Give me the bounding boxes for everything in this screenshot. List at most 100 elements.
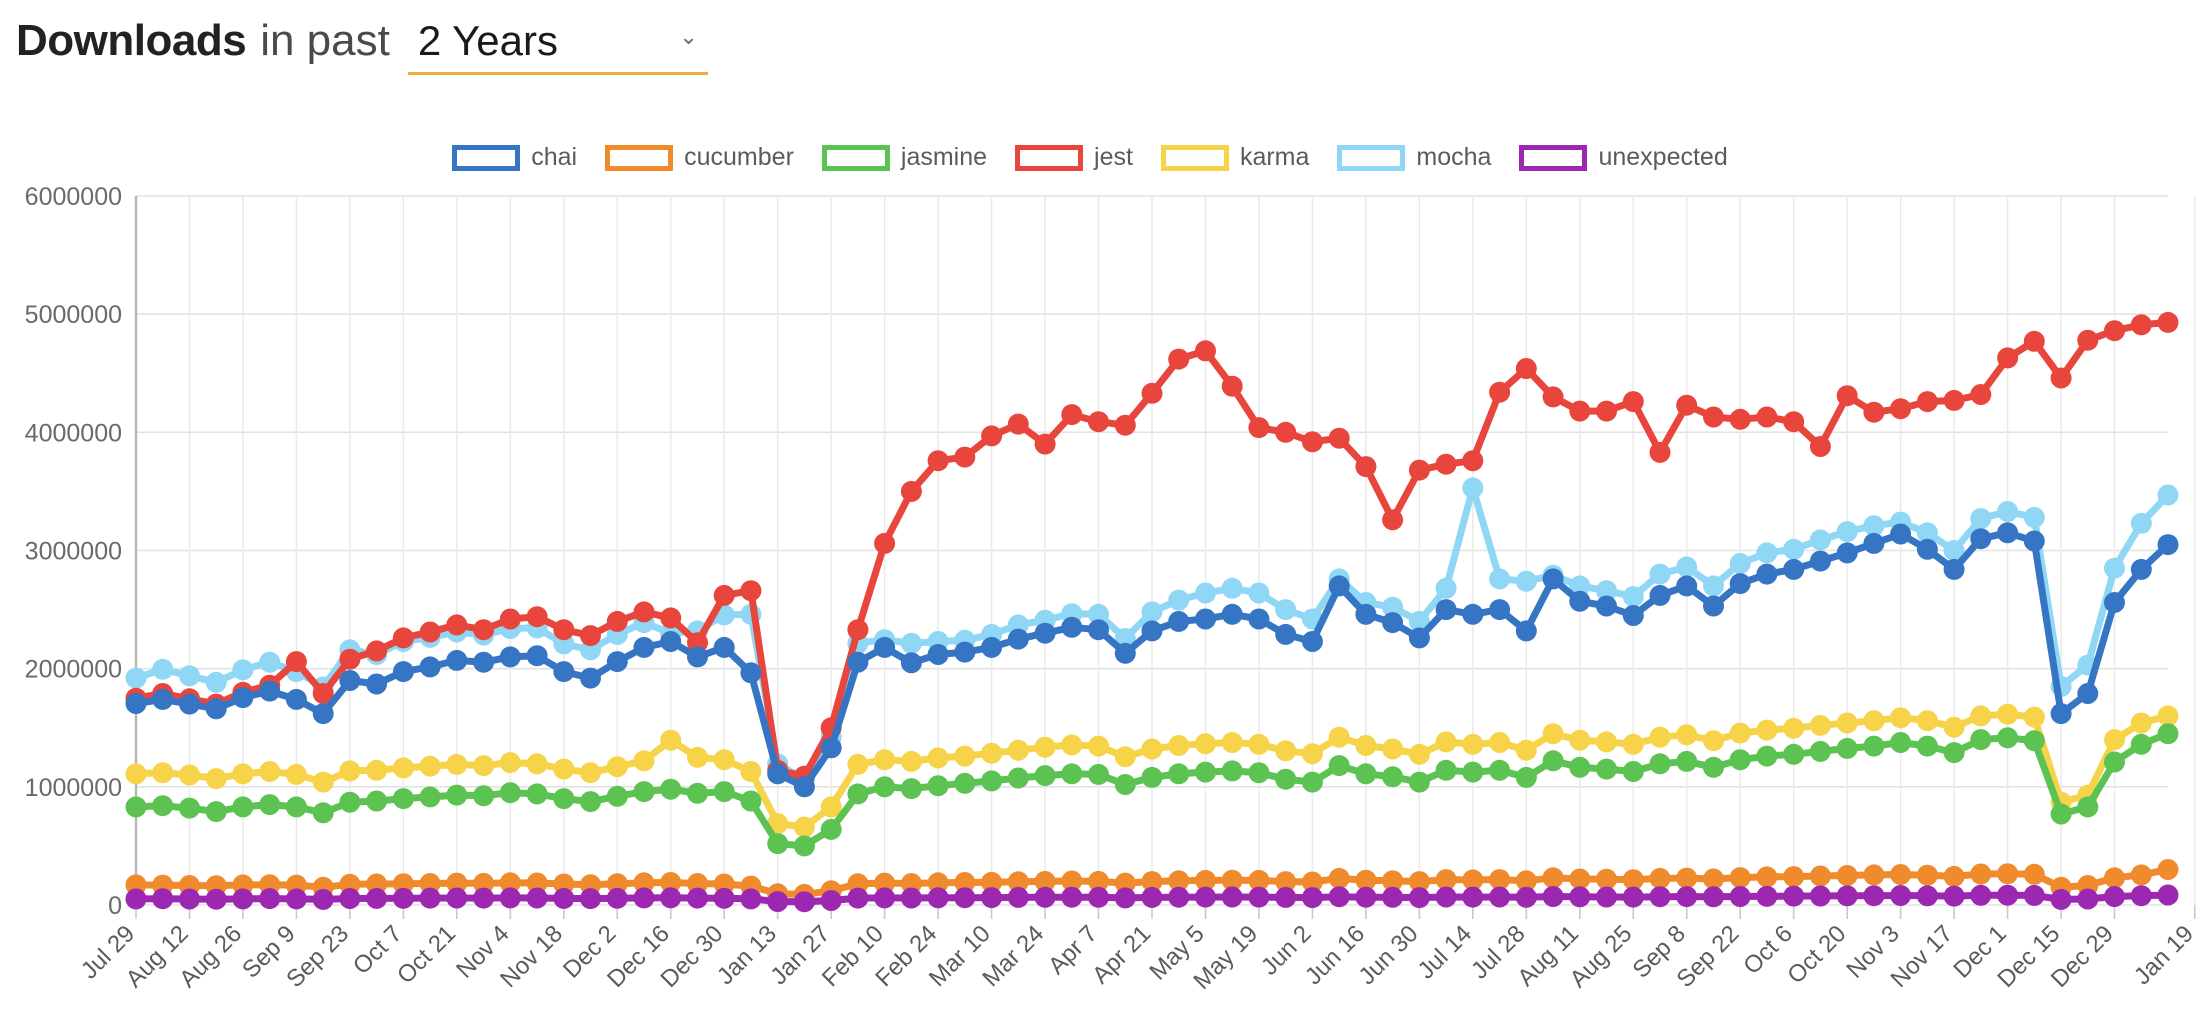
data-point-karma[interactable] <box>339 760 361 782</box>
data-point-karma[interactable] <box>1596 731 1617 753</box>
data-point-cucumber[interactable] <box>1809 865 1831 887</box>
data-point-unexpected[interactable] <box>847 887 869 909</box>
data-point-chai[interactable] <box>2157 534 2179 556</box>
data-point-unexpected[interactable] <box>1435 886 1457 908</box>
data-point-jest[interactable] <box>1970 384 1992 405</box>
data-point-jasmine[interactable] <box>1141 766 1163 788</box>
data-point-jasmine[interactable] <box>1783 743 1805 765</box>
data-point-chai[interactable] <box>1007 628 1029 650</box>
data-point-unexpected[interactable] <box>419 887 441 909</box>
data-point-unexpected[interactable] <box>1355 886 1377 908</box>
data-point-jest[interactable] <box>1997 347 2019 369</box>
data-point-unexpected[interactable] <box>1783 885 1805 907</box>
data-point-chai[interactable] <box>339 670 361 691</box>
data-point-chai[interactable] <box>713 636 735 658</box>
data-point-karma[interactable] <box>1328 726 1350 748</box>
data-point-karma[interactable] <box>713 749 735 771</box>
data-point-unexpected[interactable] <box>285 888 307 910</box>
data-point-karma[interactable] <box>232 763 254 785</box>
data-point-jasmine[interactable] <box>1756 745 1778 767</box>
data-point-karma[interactable] <box>1355 735 1377 756</box>
data-point-unexpected[interactable] <box>1943 885 1965 907</box>
data-point-jest[interactable] <box>1034 433 1056 455</box>
data-point-cucumber[interactable] <box>927 872 949 894</box>
data-point-karma[interactable] <box>1943 716 1965 738</box>
data-point-cucumber[interactable] <box>1542 867 1564 889</box>
data-point-jest[interactable] <box>553 619 575 641</box>
data-point-jest[interactable] <box>1863 401 1885 423</box>
data-point-unexpected[interactable] <box>392 887 414 909</box>
legend-item-jest[interactable]: jest <box>1015 143 1133 172</box>
data-point-chai[interactable] <box>499 646 521 668</box>
data-point-jasmine[interactable] <box>446 784 468 806</box>
data-point-jest[interactable] <box>1836 385 1858 407</box>
data-point-karma[interactable] <box>526 753 548 775</box>
data-point-mocha[interactable] <box>179 665 200 687</box>
data-point-chai[interactable] <box>232 687 254 709</box>
data-point-unexpected[interactable] <box>1729 886 1751 907</box>
data-point-jest[interactable] <box>366 640 388 662</box>
data-point-jasmine[interactable] <box>1275 768 1297 790</box>
data-point-cucumber[interactable] <box>1114 872 1136 894</box>
data-point-unexpected[interactable] <box>1328 886 1350 908</box>
data-point-jest[interactable] <box>1355 456 1377 478</box>
data-point-karma[interactable] <box>1408 743 1430 765</box>
data-point-chai[interactable] <box>660 631 682 652</box>
data-point-chai[interactable] <box>1542 568 1564 590</box>
data-point-jasmine[interactable] <box>793 835 815 857</box>
data-point-unexpected[interactable] <box>1301 887 1323 909</box>
data-point-cucumber[interactable] <box>1783 866 1805 888</box>
data-point-chai[interactable] <box>954 641 976 663</box>
data-point-jest[interactable] <box>1382 509 1404 531</box>
data-point-mocha[interactable] <box>1195 582 1216 604</box>
data-point-cucumber[interactable] <box>981 871 1003 893</box>
data-point-chai[interactable] <box>1221 603 1243 625</box>
data-point-cucumber[interactable] <box>1248 869 1270 891</box>
data-point-unexpected[interactable] <box>793 891 815 913</box>
data-point-unexpected[interactable] <box>981 887 1003 909</box>
data-point-jasmine[interactable] <box>606 785 628 807</box>
data-point-karma[interactable] <box>1622 733 1644 755</box>
data-point-chai[interactable] <box>1943 558 1965 580</box>
data-point-jest[interactable] <box>1275 421 1297 443</box>
data-point-chai[interactable] <box>874 636 896 658</box>
data-point-jest[interactable] <box>526 606 548 628</box>
data-point-chai[interactable] <box>1275 623 1297 645</box>
data-point-karma[interactable] <box>446 753 468 775</box>
data-point-chai[interactable] <box>847 651 869 673</box>
data-point-chai[interactable] <box>2023 530 2045 552</box>
data-point-unexpected[interactable] <box>1542 886 1564 907</box>
data-point-jest[interactable] <box>1756 406 1778 428</box>
data-point-mocha[interactable] <box>259 651 281 673</box>
data-point-jasmine[interactable] <box>1435 759 1457 781</box>
data-point-jest[interactable] <box>1088 411 1109 433</box>
data-point-mocha[interactable] <box>1221 577 1243 599</box>
data-point-mocha[interactable] <box>1088 603 1109 625</box>
data-point-cucumber[interactable] <box>1328 867 1350 889</box>
data-point-unexpected[interactable] <box>820 890 842 911</box>
data-point-chai[interactable] <box>1034 622 1056 644</box>
data-point-chai[interactable] <box>2050 703 2072 725</box>
data-point-unexpected[interactable] <box>1462 886 1484 908</box>
data-point-chai[interactable] <box>553 661 575 683</box>
data-point-jasmine[interactable] <box>179 797 200 819</box>
data-point-mocha[interactable] <box>1783 538 1805 560</box>
data-point-karma[interactable] <box>927 747 949 769</box>
series-unexpected[interactable] <box>125 884 2179 913</box>
data-point-chai[interactable] <box>1195 608 1216 630</box>
data-point-unexpected[interactable] <box>2157 884 2179 906</box>
data-point-unexpected[interactable] <box>339 888 361 909</box>
data-point-unexpected[interactable] <box>1275 886 1297 908</box>
data-point-karma[interactable] <box>152 762 174 784</box>
data-point-unexpected[interactable] <box>1408 887 1430 909</box>
data-point-chai[interactable] <box>820 737 842 759</box>
data-point-chai[interactable] <box>927 644 949 665</box>
data-point-jasmine[interactable] <box>633 781 655 803</box>
data-point-cucumber[interactable] <box>1836 865 1858 886</box>
data-point-karma[interactable] <box>553 758 575 780</box>
data-point-jasmine[interactable] <box>1703 756 1724 778</box>
data-point-karma[interactable] <box>793 816 815 838</box>
data-point-unexpected[interactable] <box>740 888 762 910</box>
data-point-karma[interactable] <box>1034 736 1056 758</box>
data-point-chai[interactable] <box>1836 542 1858 564</box>
